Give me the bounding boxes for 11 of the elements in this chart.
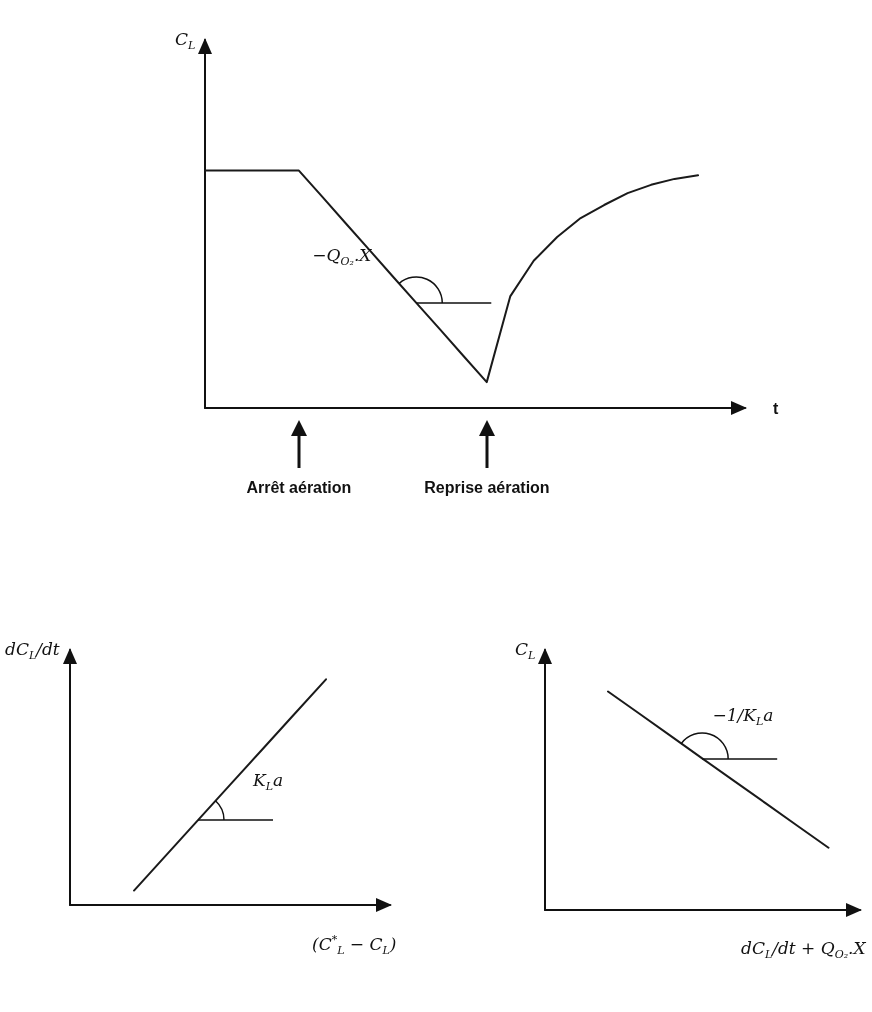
text: Arrêt aération bbox=[246, 478, 352, 498]
x-axis-title: t bbox=[773, 398, 779, 418]
y-axis-title: C$_{L}$ bbox=[175, 28, 196, 53]
text: Reprise aération bbox=[424, 478, 550, 498]
y-axis-title: C$_{L}$ bbox=[515, 638, 536, 663]
x-axis-title: dC$_{L}$/dt + Q$_{O₂}$.X bbox=[741, 938, 866, 962]
y-axis-title: dC$_{L}$/dt bbox=[5, 638, 60, 663]
annotation: −Q$_{O₂}$.X bbox=[312, 244, 372, 269]
x-axis-title: (C$^{*}$$_{L}$ − C$_{L}$) bbox=[312, 933, 397, 958]
annotation: −1/K$_{L}$a bbox=[712, 704, 774, 729]
annotation: K$_{L}$a bbox=[253, 770, 284, 794]
